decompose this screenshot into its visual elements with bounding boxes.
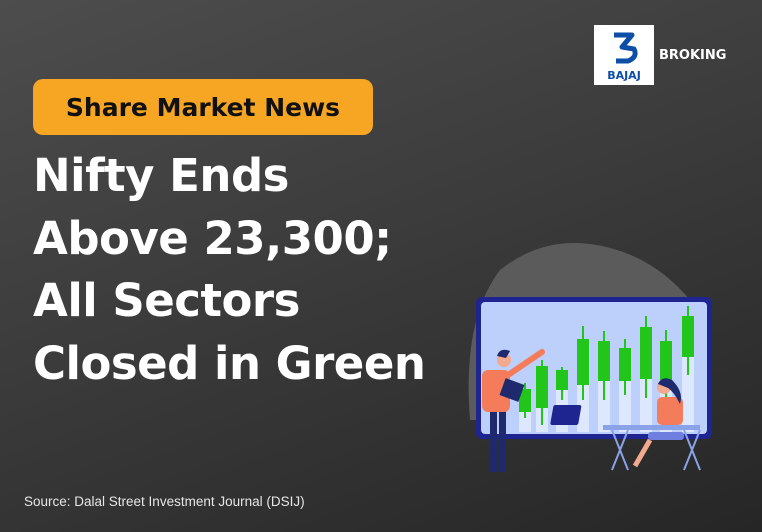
source-credit: Source: Dalal Street Investment Journal …	[24, 494, 305, 509]
candle-body	[536, 366, 548, 408]
candle-body	[619, 348, 631, 381]
candle-body	[556, 370, 568, 390]
candle-body	[598, 341, 610, 381]
broking-label: BROKING	[659, 48, 727, 63]
logo-text: BAJAJ	[607, 69, 641, 82]
candle-body	[519, 389, 531, 412]
headline-line: Above 23,300;	[33, 211, 392, 265]
candle-body	[682, 316, 694, 357]
headline-line: Closed in Green	[33, 336, 426, 390]
man-figure	[482, 349, 545, 472]
candlestick-chart-presentation-illustration	[468, 243, 712, 472]
headline-line: All Sectors	[33, 274, 300, 327]
category-badge: Share Market News	[33, 79, 373, 135]
headline-line: Nifty Ends	[33, 149, 289, 202]
bajaj-logo: BAJAJ	[594, 25, 654, 85]
woman-at-desk-figure	[550, 378, 701, 471]
candle-body	[640, 327, 652, 379]
bajaj-emblem-icon	[614, 32, 638, 64]
category-badge-label: Share Market News	[65, 92, 341, 122]
headline: Nifty Ends Above 23,300; All Sectors Clo…	[33, 145, 426, 395]
candle-body	[577, 339, 589, 385]
candle-body	[660, 341, 672, 380]
